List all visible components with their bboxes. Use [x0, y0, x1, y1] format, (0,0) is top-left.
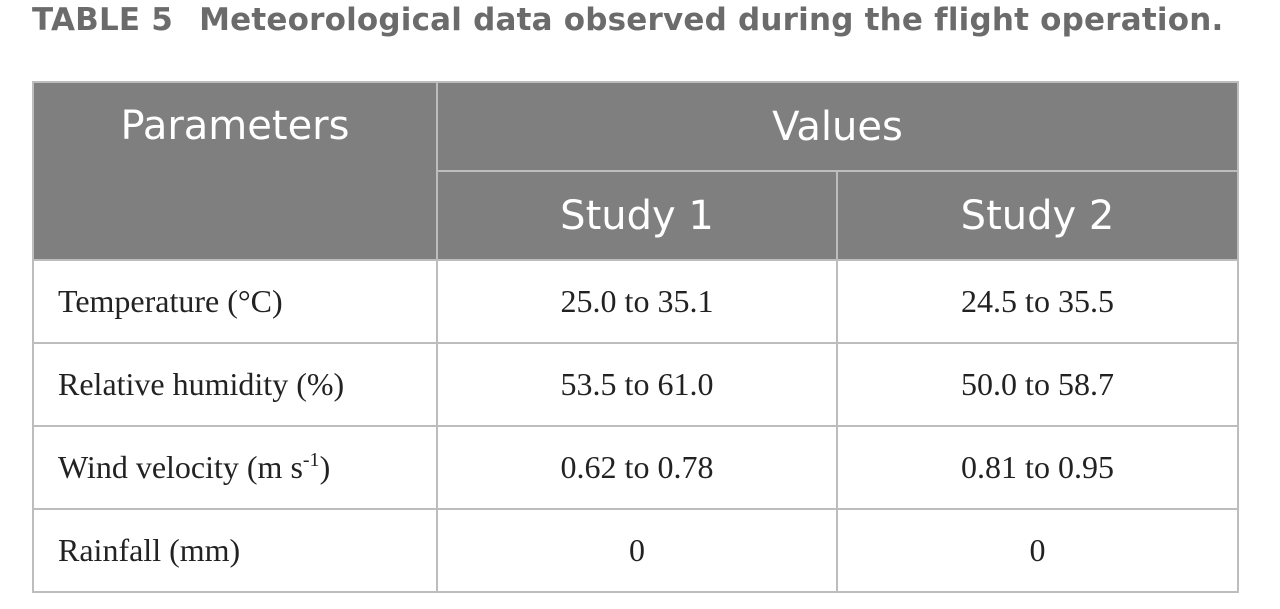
parameter-close-paren: ) — [319, 449, 331, 485]
study2-header: Study 2 — [836, 170, 1239, 261]
subheader-row: Study 1 Study 2 — [33, 170, 1239, 261]
study1-header: Study 1 — [436, 170, 838, 261]
header-row: Parameters Values — [32, 81, 1239, 261]
parameter-text: Wind velocity (m s — [58, 449, 303, 485]
table-number: TABLE 5 — [32, 2, 174, 38]
parameters-header: Parameters — [32, 81, 438, 261]
table-caption: TABLE 5 Meteorological data observed duri… — [32, 2, 1223, 38]
study1-cell: 0.62 to 0.78 — [436, 425, 838, 510]
table-title: Meteorological data observed during the … — [199, 2, 1224, 38]
study2-cell: 0 — [836, 508, 1239, 593]
study1-cell: 25.0 to 35.1 — [436, 259, 838, 344]
table-row: Temperature (°C) 25.0 to 35.1 24.5 to 35… — [32, 259, 1239, 344]
parameter-cell: Temperature (°C) — [32, 259, 438, 344]
values-header: Values — [436, 81, 1239, 172]
table-row: Relative humidity (%) 53.5 to 61.0 50.0 … — [32, 342, 1239, 427]
table-row: Rainfall (mm) 0 0 — [32, 508, 1239, 593]
study2-cell: 24.5 to 35.5 — [836, 259, 1239, 344]
study1-cell: 53.5 to 61.0 — [436, 342, 838, 427]
parameter-cell: Wind velocity (m s-1) — [32, 425, 438, 510]
study2-cell: 50.0 to 58.7 — [836, 342, 1239, 427]
parameter-cell: Rainfall (mm) — [32, 508, 438, 593]
meteorological-data-table: Parameters Values Study 1 Study 2 Temper… — [32, 81, 1239, 593]
table-row: Wind velocity (m s-1) 0.62 to 0.78 0.81 … — [32, 425, 1239, 510]
study2-cell: 0.81 to 0.95 — [836, 425, 1239, 510]
study1-cell: 0 — [436, 508, 838, 593]
parameter-cell: Relative humidity (%) — [32, 342, 438, 427]
unit-exponent: -1 — [302, 449, 320, 471]
